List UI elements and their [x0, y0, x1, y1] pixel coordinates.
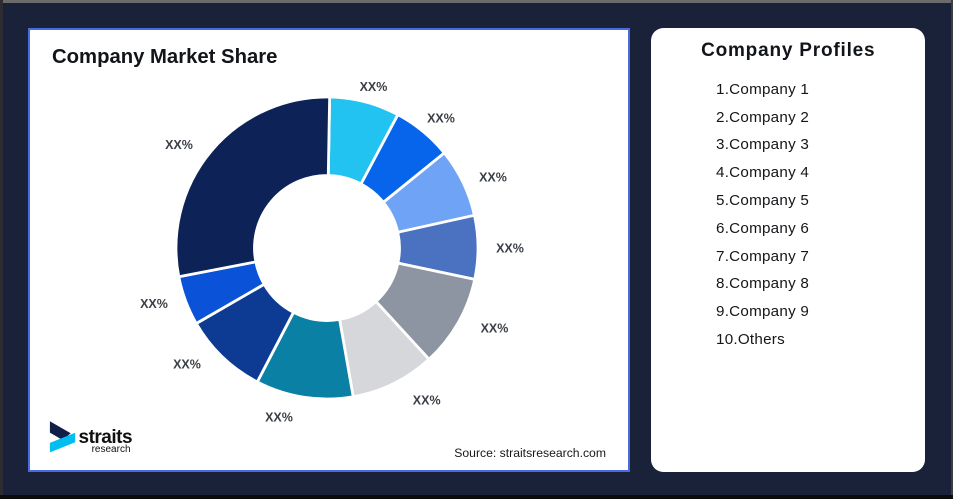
svg-text:XX%: XX% [173, 358, 201, 372]
svg-text:straits: straits [79, 427, 133, 448]
svg-text:XX%: XX% [481, 322, 509, 336]
svg-text:XX%: XX% [479, 171, 507, 185]
svg-text:research: research [92, 444, 131, 455]
svg-text:XX%: XX% [265, 411, 293, 425]
svg-text:XX%: XX% [496, 242, 524, 256]
svg-text:XX%: XX% [360, 80, 388, 94]
svg-text:XX%: XX% [413, 394, 441, 408]
svg-text:XX%: XX% [140, 297, 168, 311]
svg-text:XX%: XX% [427, 112, 455, 126]
svg-text:XX%: XX% [165, 138, 193, 152]
